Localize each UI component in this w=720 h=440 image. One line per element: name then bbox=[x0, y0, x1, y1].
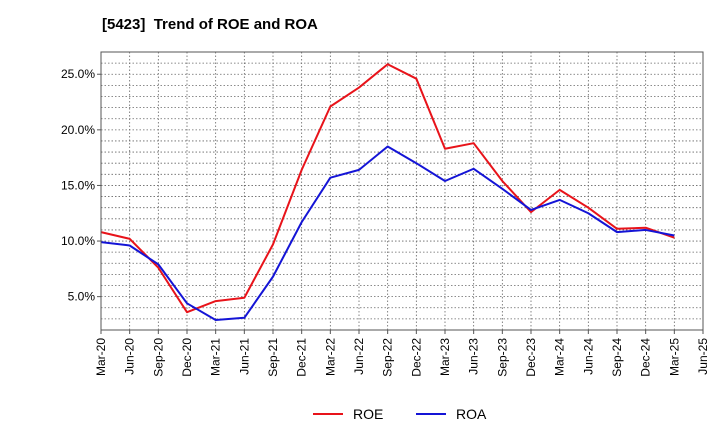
plot-border bbox=[100, 51, 704, 331]
x-tick-label: Jun-20 bbox=[123, 338, 137, 375]
x-tick-label: Dec-21 bbox=[295, 338, 309, 377]
x-tick-label: Mar-21 bbox=[209, 338, 223, 376]
x-tick-label: Sep-23 bbox=[495, 338, 509, 377]
x-tick-label: Mar-23 bbox=[438, 338, 452, 376]
y-axis-ticks: 5.0% 10.0% 15.0% 20.0% 25.0% bbox=[61, 67, 101, 304]
y-tick-label: 20.0% bbox=[61, 123, 95, 137]
x-tick-label: Jun-22 bbox=[352, 338, 366, 375]
y-tick-label: 15.0% bbox=[61, 178, 95, 192]
x-tick-label: Mar-22 bbox=[323, 338, 337, 376]
y-tick-label: 25.0% bbox=[61, 67, 95, 81]
series-lines bbox=[100, 63, 675, 321]
x-tick-label: Jun-24 bbox=[581, 338, 595, 375]
legend-label-roa: ROA bbox=[456, 406, 487, 422]
legend: ROE ROA bbox=[313, 406, 487, 422]
x-tick-label: Dec-22 bbox=[409, 338, 423, 377]
y-tick-label: 5.0% bbox=[68, 290, 96, 304]
chart-title: [5423] Trend of ROE and ROA bbox=[102, 16, 318, 33]
x-tick-label: Mar-25 bbox=[667, 338, 681, 376]
grid-lines bbox=[101, 52, 703, 330]
plot-area bbox=[101, 52, 703, 330]
x-tick-label: Jun-25 bbox=[696, 338, 710, 375]
plot-background bbox=[101, 52, 703, 330]
x-tick-label: Sep-24 bbox=[610, 338, 624, 377]
x-axis-ticks: Mar-20 Jun-20 Sep-20 Dec-20 Mar-21 Jun-21 Sep-… bbox=[94, 330, 710, 377]
legend-label-roe: ROE bbox=[353, 406, 383, 422]
x-tick-label: Sep-21 bbox=[266, 338, 280, 377]
x-tick-label: Mar-24 bbox=[553, 338, 567, 376]
plot-frame bbox=[100, 51, 704, 331]
x-tick-label: Mar-20 bbox=[94, 338, 108, 376]
x-tick-label: Jun-21 bbox=[237, 338, 251, 375]
x-tick-label: Sep-22 bbox=[381, 338, 395, 377]
x-tick-label: Dec-24 bbox=[639, 338, 653, 377]
x-tick-label: Sep-20 bbox=[151, 338, 165, 377]
x-tick-label: Dec-23 bbox=[524, 338, 538, 377]
x-tick-label: Dec-20 bbox=[180, 338, 194, 377]
x-tick-label: Jun-23 bbox=[467, 338, 481, 375]
y-tick-label: 10.0% bbox=[61, 234, 95, 248]
